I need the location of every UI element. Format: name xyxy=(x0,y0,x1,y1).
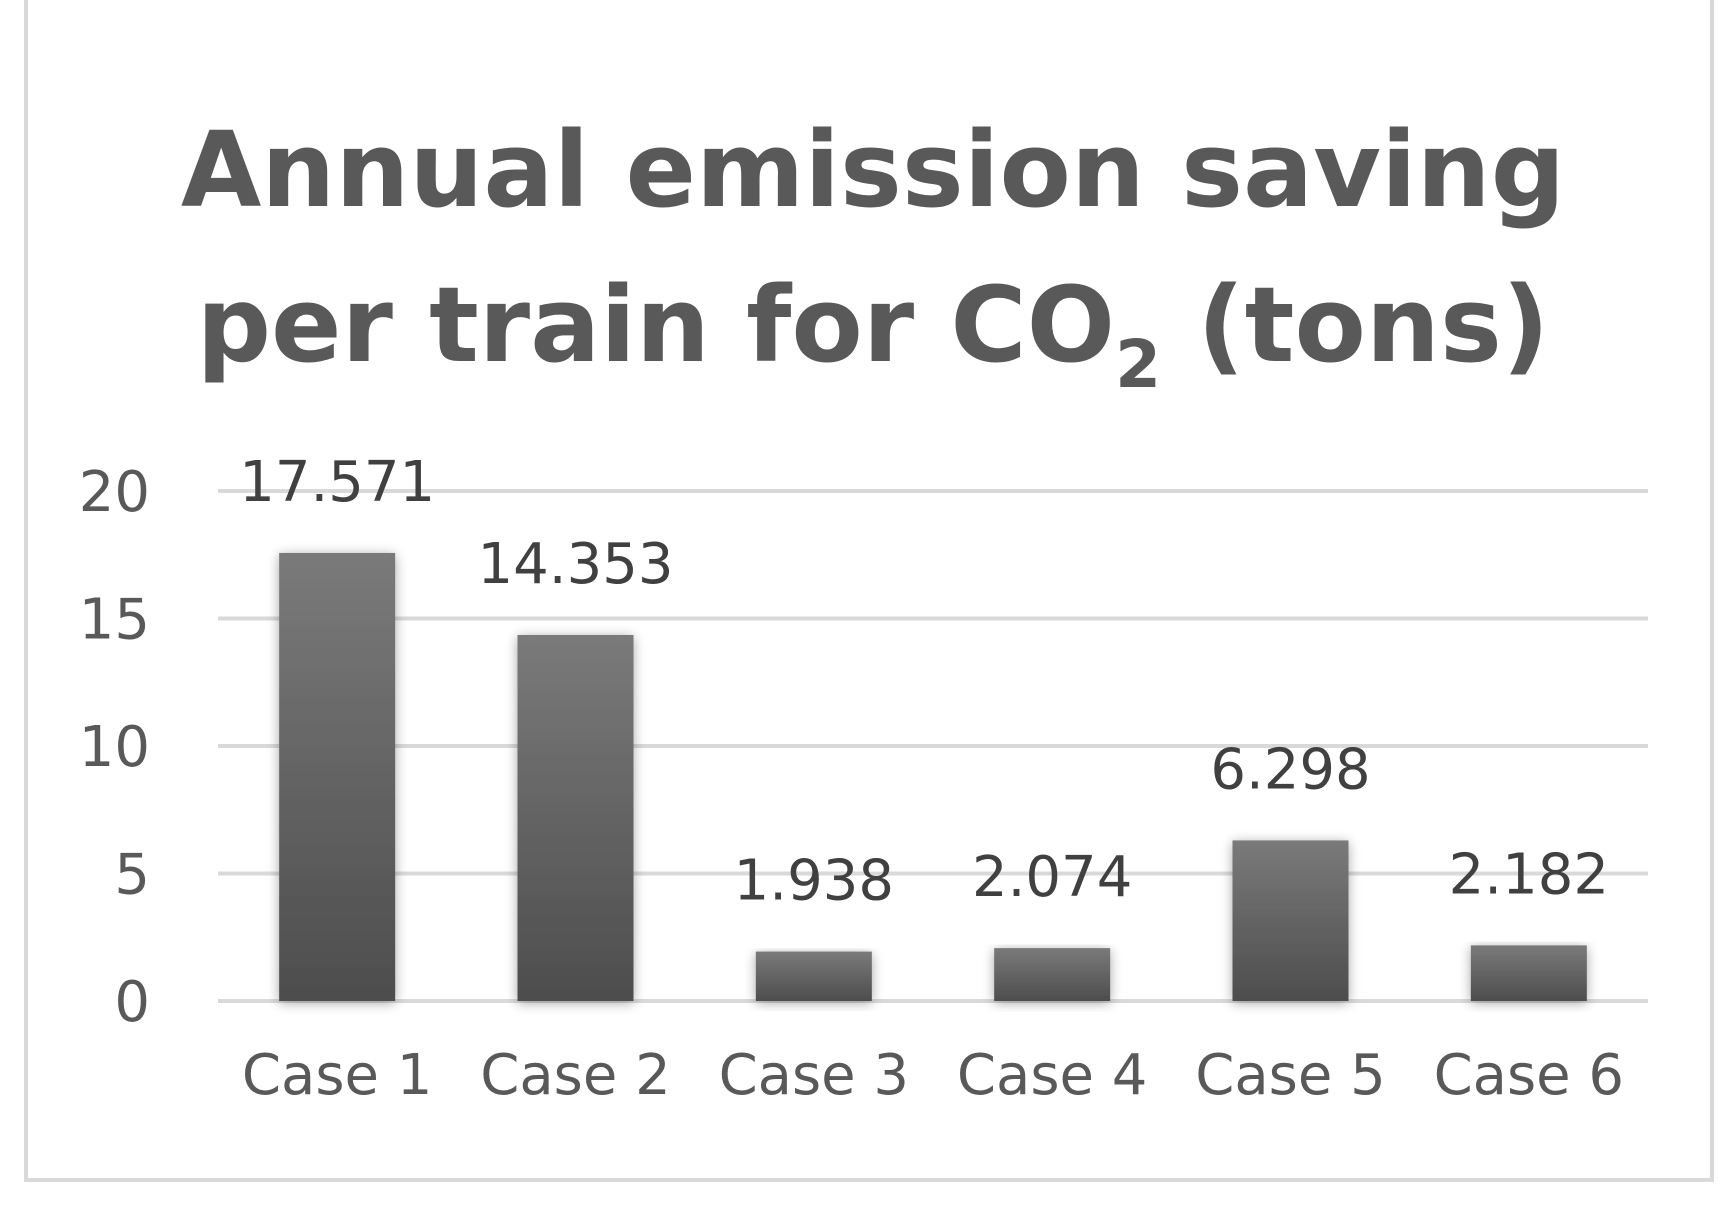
bar-case-1 xyxy=(279,552,396,1001)
y-tick-label-10: 10 xyxy=(79,715,150,780)
category-label-case-3: Case 3 xyxy=(719,1043,909,1108)
bar-case-4 xyxy=(994,948,1111,1001)
category-label-case-4: Case 4 xyxy=(957,1043,1147,1108)
category-label-case-6: Case 6 xyxy=(1434,1043,1624,1108)
chart-title-line-2-prefix: per train for CO xyxy=(197,264,1115,386)
y-axis-ticks: 0 5 10 15 20 xyxy=(79,460,150,1035)
chart-frame: Annual emission saving per train for CO2… xyxy=(24,0,1714,1182)
category-label-case-1: Case 1 xyxy=(242,1043,432,1108)
bar-case-3 xyxy=(755,951,872,1001)
value-label-case-2: 14.353 xyxy=(478,532,674,597)
bar-case-2 xyxy=(517,634,634,1001)
value-label-case-1: 17.571 xyxy=(239,450,435,515)
chart-title-subscript: 2 xyxy=(1115,326,1161,403)
gridlines xyxy=(218,489,1648,1003)
value-label-case-4: 2.074 xyxy=(972,845,1132,910)
bar-case-6 xyxy=(1470,945,1587,1001)
category-labels: Case 1 Case 2 Case 3 Case 4 Case 5 Case 6 xyxy=(242,1043,1624,1108)
value-label-case-6: 2.182 xyxy=(1449,842,1609,907)
bars xyxy=(279,552,1587,1001)
y-tick-label-5: 5 xyxy=(114,843,150,908)
chart-title-line-2: per train for CO2 (tons) xyxy=(197,264,1550,403)
category-label-case-5: Case 5 xyxy=(1195,1043,1385,1108)
bar-case-5 xyxy=(1232,840,1349,1001)
category-label-case-2: Case 2 xyxy=(480,1043,670,1108)
chart-canvas: Annual emission saving per train for CO2… xyxy=(79,109,1648,1108)
y-tick-label-20: 20 xyxy=(79,460,150,525)
y-tick-label-0: 0 xyxy=(114,970,150,1035)
value-labels: 17.571 14.353 1.938 2.074 6.298 2.182 xyxy=(239,450,1609,914)
chart-title-line-1: Annual emission saving xyxy=(181,109,1565,231)
y-tick-label-15: 15 xyxy=(79,588,150,653)
chart-title-line-2-suffix: (tons) xyxy=(1161,264,1549,386)
value-label-case-3: 1.938 xyxy=(734,849,894,914)
value-label-case-5: 6.298 xyxy=(1210,737,1370,802)
